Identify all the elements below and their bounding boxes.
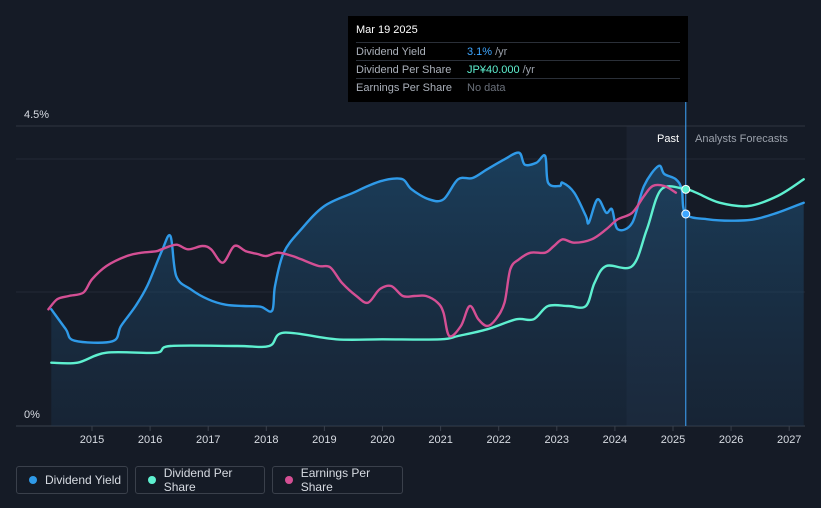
tooltip-unit: /yr <box>495 45 508 58</box>
legend-label: Dividend Yield <box>45 473 122 487</box>
legend-earnings-per-share[interactable]: Earnings Per Share <box>272 466 403 494</box>
tooltip-row-dividend-yield: Dividend Yield 3.1% /yr <box>356 42 680 60</box>
tooltip-date: Mar 19 2025 <box>356 24 418 36</box>
tooltip: Mar 19 2025 Dividend Yield 3.1% /yr Divi… <box>348 16 688 102</box>
series-line-dividend-yield <box>50 151 805 344</box>
tooltip-row-earnings-per-share: Earnings Per Share No data <box>356 78 680 96</box>
tooltip-value: 3.1% <box>467 45 493 58</box>
x-axis-tick-label: 2021 <box>428 434 452 446</box>
x-axis-tick-label: 2019 <box>312 434 336 446</box>
tooltip-value: No data <box>467 81 506 94</box>
tooltip-unit: /yr <box>522 63 535 76</box>
tooltip-row-dividend-per-share: Dividend Per Share JP¥40.000 /yr <box>356 60 680 78</box>
forecast-label: Analysts Forecasts <box>695 133 788 145</box>
past-label: Past <box>657 133 679 145</box>
tooltip-label: Earnings Per Share <box>356 81 452 94</box>
x-axis-tick-label: 2027 <box>777 434 801 446</box>
current-point-dividend-yield[interactable] <box>681 209 691 219</box>
x-axis-tick-label: 2018 <box>254 434 278 446</box>
tooltip-value: JP¥40.000 <box>467 63 520 76</box>
x-axis-tick-label: 2020 <box>370 434 394 446</box>
x-axis-tick-label: 2024 <box>603 434 627 446</box>
x-axis-tick-label: 2016 <box>138 434 162 446</box>
legend-dot-icon <box>29 476 37 484</box>
x-axis-tick-label: 2023 <box>545 434 569 446</box>
x-axis-tick-label: 2025 <box>661 434 685 446</box>
tooltip-label: Dividend Yield <box>356 45 426 58</box>
series-line-earnings-per-share <box>47 183 678 338</box>
x-axis-tick-label: 2015 <box>80 434 104 446</box>
legend-dividend-yield[interactable]: Dividend Yield <box>16 466 128 494</box>
legend-dot-icon <box>285 476 293 484</box>
y-axis-top-label: 4.5% <box>24 109 49 121</box>
x-axis-tick-label: 2022 <box>486 434 510 446</box>
y-axis-bottom-label: 0% <box>24 409 40 421</box>
x-axis-tick-label: 2026 <box>719 434 743 446</box>
legend-label: Earnings Per Share <box>300 466 371 494</box>
series-area-dividend-yield <box>51 152 804 426</box>
current-point-dividend-per-share[interactable] <box>681 184 691 194</box>
legend-dot-icon <box>148 476 156 484</box>
dividend-chart: 4.5% 0% Past Analysts Forecasts 2015 2016… <box>16 100 805 446</box>
legend-label: Dividend Per Share <box>163 466 233 494</box>
legend-dividend-per-share[interactable]: Dividend Per Share <box>135 466 265 494</box>
tooltip-label: Dividend Per Share <box>356 63 452 76</box>
x-axis-tick-label: 2017 <box>196 434 220 446</box>
